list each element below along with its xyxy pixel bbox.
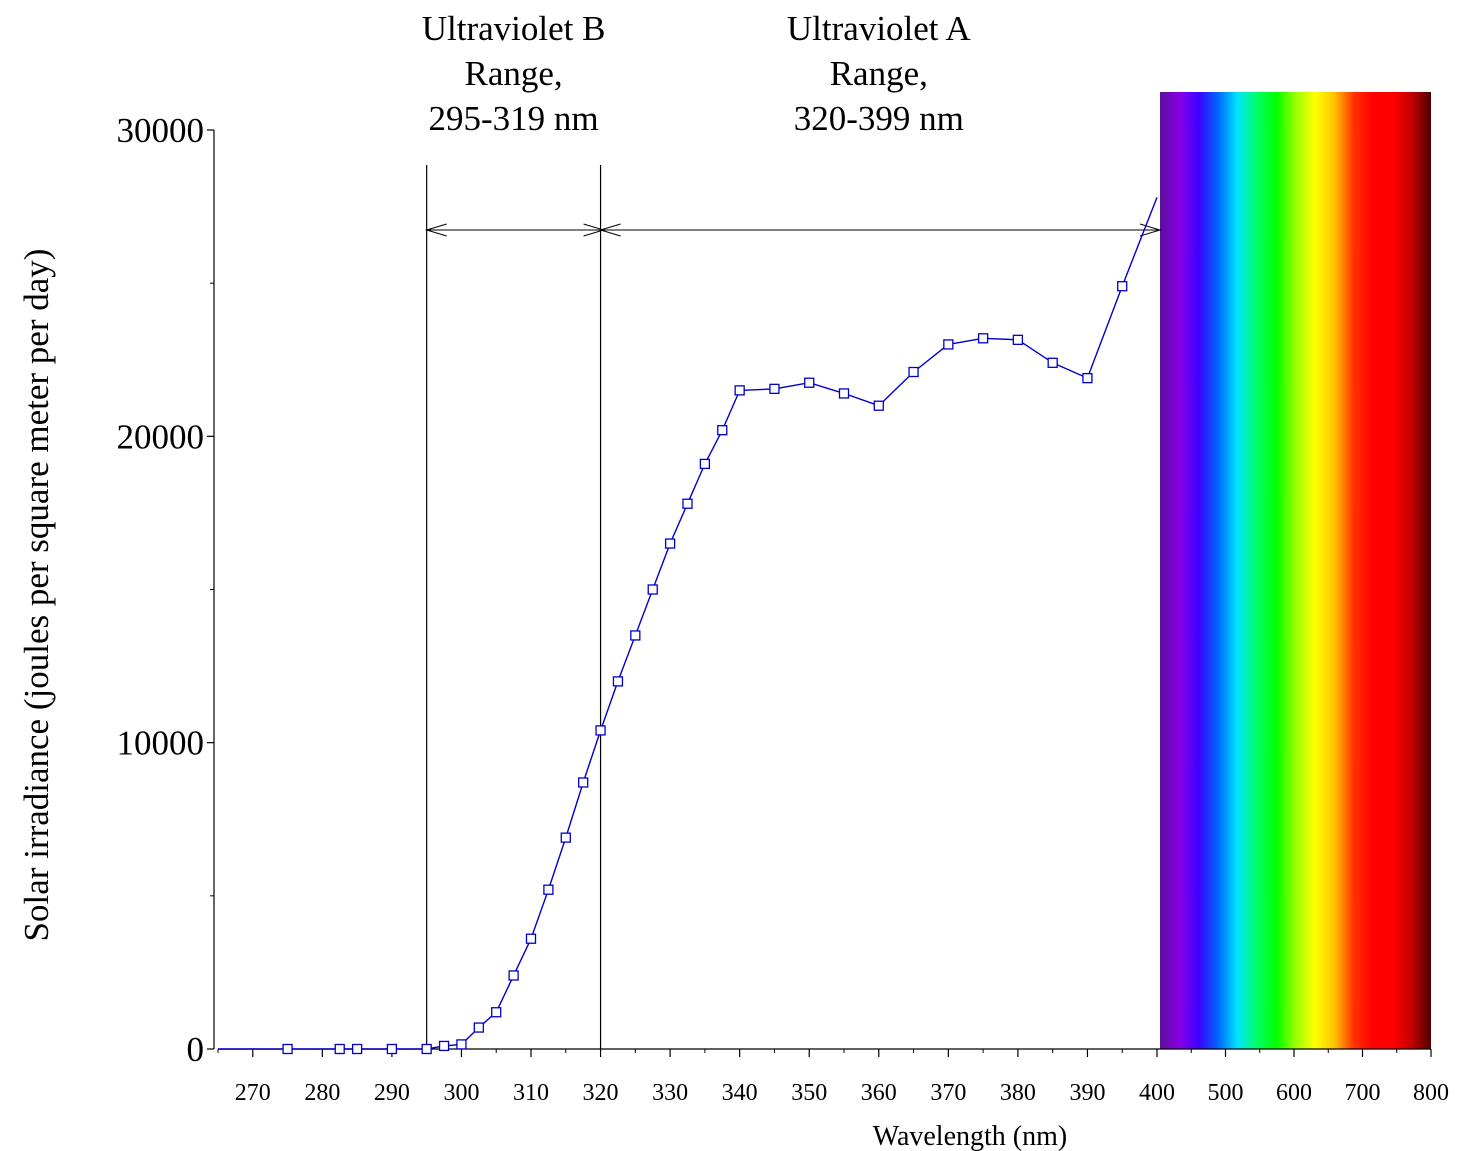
x-tick-label: 360 bbox=[861, 1080, 897, 1106]
data-point-marker bbox=[560, 832, 571, 843]
y-tick-label: 20000 bbox=[117, 417, 205, 456]
data-point-marker bbox=[386, 1043, 398, 1055]
data-point-marker bbox=[612, 676, 624, 687]
x-tick-label: 700 bbox=[1345, 1080, 1381, 1106]
x-tick-label: 320 bbox=[583, 1080, 619, 1106]
data-point-marker bbox=[664, 538, 676, 549]
data-point-marker bbox=[699, 458, 711, 470]
data-series bbox=[218, 197, 1158, 1055]
y-tick-label: 30000 bbox=[117, 111, 205, 150]
data-point-marker bbox=[578, 777, 589, 788]
range-arrow-head-left bbox=[598, 223, 621, 237]
data-point-marker bbox=[769, 383, 780, 395]
x-tick-label: 330 bbox=[652, 1080, 688, 1106]
x-tick-label: 310 bbox=[513, 1080, 549, 1106]
x-tick-label: 500 bbox=[1208, 1080, 1244, 1106]
data-point-marker bbox=[543, 884, 554, 895]
x-tick-label: 600 bbox=[1276, 1080, 1312, 1106]
x-axis-title: Wavelength (nm) bbox=[873, 1121, 1067, 1151]
data-point-marker bbox=[491, 1007, 502, 1018]
range-label-line: Ultraviolet A bbox=[787, 9, 971, 48]
data-point-marker bbox=[1082, 372, 1093, 384]
data-point-marker bbox=[908, 366, 919, 378]
y-tick-label: 10000 bbox=[117, 724, 205, 763]
range-arrow-head-left bbox=[424, 223, 447, 237]
data-point-marker bbox=[630, 630, 641, 641]
x-tick-label: 300 bbox=[443, 1080, 479, 1106]
y-tick-label: 0 bbox=[187, 1030, 205, 1069]
x-tick-label: 380 bbox=[1000, 1080, 1036, 1106]
data-point-marker bbox=[351, 1043, 363, 1055]
data-point-marker bbox=[647, 584, 658, 595]
data-point-marker bbox=[943, 339, 954, 350]
data-point-marker bbox=[456, 1039, 467, 1050]
range-label-line: 320-399 nm bbox=[794, 99, 964, 138]
x-tick-label: 370 bbox=[930, 1080, 966, 1106]
data-point-marker bbox=[334, 1043, 345, 1055]
data-point-marker bbox=[508, 970, 519, 981]
chart-text: 0 10000 20000 30000 270 280 290 300 310 320 330 340… bbox=[17, 9, 1449, 1151]
data-point-marker bbox=[977, 333, 989, 344]
x-tick-label: 270 bbox=[235, 1080, 271, 1106]
data-point-marker bbox=[473, 1022, 484, 1033]
data-point-marker bbox=[282, 1043, 293, 1055]
x-tick-label: 350 bbox=[791, 1080, 827, 1106]
x-tick-label: 340 bbox=[722, 1080, 758, 1106]
data-point-marker bbox=[1012, 334, 1024, 345]
x-tick-label: 390 bbox=[1069, 1080, 1105, 1106]
data-point-marker bbox=[682, 498, 693, 509]
range-markers bbox=[424, 165, 1162, 1049]
series-line bbox=[218, 197, 1158, 1050]
visible-spectrum-layer bbox=[1160, 92, 1431, 1049]
data-point-marker bbox=[734, 385, 745, 396]
data-point-marker bbox=[1047, 357, 1058, 368]
range-arrow-head-right bbox=[1139, 223, 1162, 237]
visible-spectrum-band bbox=[1160, 92, 1431, 1049]
y-axis-title: Solar irradiance (joules per square mete… bbox=[17, 249, 56, 942]
x-tick-label: 800 bbox=[1413, 1080, 1449, 1106]
data-point-marker bbox=[595, 725, 606, 736]
data-point-marker bbox=[717, 425, 728, 436]
data-point-marker bbox=[421, 1043, 432, 1055]
data-point-marker bbox=[873, 400, 884, 411]
x-tick-label: 400 bbox=[1139, 1080, 1175, 1106]
range-label-line: 295-319 nm bbox=[429, 99, 599, 138]
data-point-marker bbox=[438, 1040, 450, 1052]
range-label-line: Range, bbox=[465, 54, 563, 93]
data-point-marker bbox=[525, 933, 537, 944]
data-point-marker bbox=[1117, 281, 1128, 292]
data-point-marker bbox=[804, 377, 815, 388]
data-point-marker bbox=[838, 388, 850, 399]
x-tick-label: 290 bbox=[374, 1080, 410, 1106]
range-label-line: Range, bbox=[830, 54, 928, 93]
x-tick-label: 280 bbox=[304, 1080, 340, 1106]
range-label-line: Ultraviolet B bbox=[422, 9, 606, 48]
